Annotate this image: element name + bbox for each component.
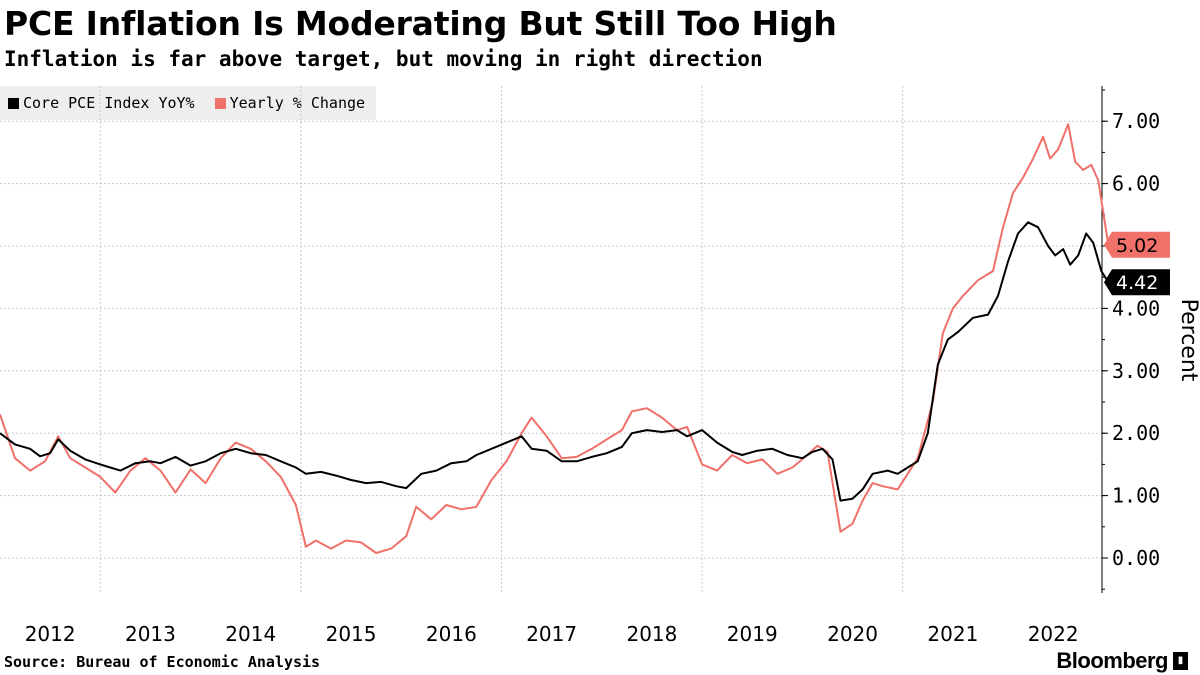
legend-swatch-core: [8, 97, 19, 109]
x-tick-label: 2013: [125, 622, 176, 646]
core-pce-line: [0, 221, 1110, 502]
yearly-last-value-badge: [1104, 231, 1170, 258]
core-last-value-badge-label: 4.42: [1116, 272, 1158, 294]
y-tick-label: 2.00: [1112, 421, 1160, 445]
legend: Core PCE Index YoY% Yearly % Change: [0, 86, 376, 120]
legend-item-headline: Yearly % Change: [214, 94, 366, 112]
core-last-value-badge: [1104, 269, 1170, 296]
x-tick-label: 2022: [1028, 622, 1079, 646]
x-tick-label: 2017: [526, 622, 577, 646]
y-tick-label: 7.00: [1112, 109, 1160, 133]
x-tick-label: 2021: [927, 622, 978, 646]
x-tick-label: 2015: [326, 622, 377, 646]
legend-item-core: Core PCE Index YoY%: [8, 94, 195, 112]
source-note: Source: Bureau of Economic Analysis: [4, 653, 321, 671]
bloomberg-logo: Bloomberg: [1056, 648, 1168, 673]
bloomberg-terminal-icon: ▮: [1173, 652, 1188, 670]
x-tick-label: 2018: [626, 622, 677, 646]
y-tick-label: 0.00: [1112, 546, 1160, 570]
x-tick-label: 2019: [727, 622, 778, 646]
x-tick-label: 2016: [426, 622, 477, 646]
y-axis-title: Percent: [1176, 299, 1200, 382]
y-tick-label: 4.00: [1112, 296, 1160, 320]
chart-title: PCE Inflation Is Moderating But Still To…: [4, 4, 837, 43]
y-tick-label: 6.00: [1112, 172, 1160, 196]
y-tick-label: 1.00: [1112, 484, 1160, 508]
legend-swatch-headline: [214, 97, 226, 109]
chart-subtitle: Inflation is far above target, but movin…: [4, 47, 763, 71]
y-tick-label: 3.00: [1112, 359, 1160, 383]
legend-label-core: Core PCE Index YoY%: [23, 94, 195, 112]
legend-label-headline: Yearly % Change: [229, 94, 366, 112]
x-tick-label: 2014: [225, 622, 276, 646]
x-tick-label: 2020: [827, 622, 878, 646]
yearly-last-value-badge-label: 5.02: [1116, 235, 1158, 257]
yearly-change-line: [0, 123, 1110, 554]
x-tick-label: 2012: [25, 622, 76, 646]
